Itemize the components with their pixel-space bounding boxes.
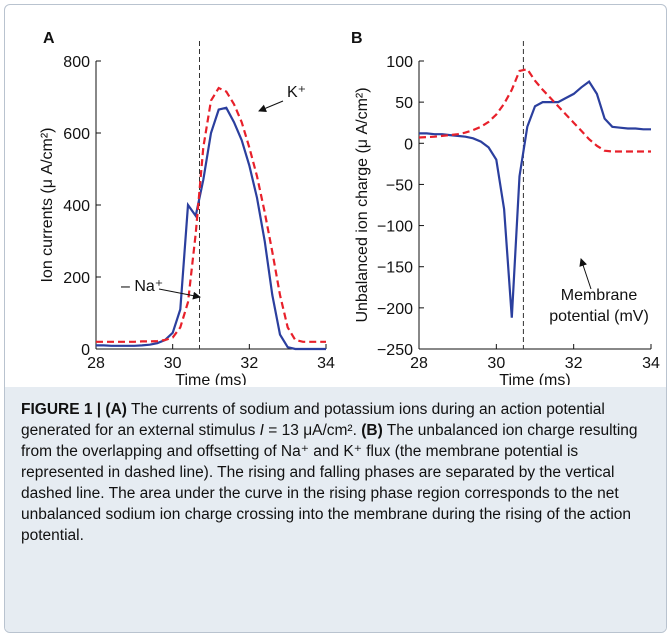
annotation: – Na⁺	[121, 278, 163, 295]
panel-label: B	[351, 30, 363, 47]
chart: A 0 200 400 600 800 28 30 32 34 Time (ms) Ion curre…	[39, 30, 660, 385]
y-tick-label: 600	[63, 126, 90, 143]
x-axis-label: Time (ms)	[175, 372, 246, 385]
x-axis-label: Time (ms)	[499, 372, 570, 385]
y-tick-label: 0	[404, 136, 413, 153]
caption: FIGURE 1 | (A) The currents of sodium an…	[5, 387, 666, 632]
series-line	[96, 86, 326, 343]
annotation: potential (mV)	[549, 308, 649, 325]
series-line	[96, 106, 326, 351]
y-axis-label: Unbalanced ion charge (μ A/cm²)	[354, 87, 371, 322]
x-tick-label: 30	[487, 355, 505, 372]
x-tick-label: 32	[240, 355, 258, 372]
annotation: K⁺	[287, 84, 306, 101]
panel-label: A	[43, 30, 55, 47]
figure: A 0 200 400 600 800 28 30 32 34 Time (ms) Ion curre…	[4, 4, 667, 633]
y-tick-label: −200	[377, 301, 413, 318]
caption-label: FIGURE 1 | (A)	[21, 401, 127, 418]
caption-text: The currents of sodium and potassium ion…	[21, 401, 605, 439]
caption-text: The unbalanced ion charge resulting from…	[21, 422, 638, 544]
x-tick-label: 28	[410, 355, 428, 372]
annotation-arrow	[579, 258, 592, 290]
series-line	[419, 80, 651, 318]
y-tick-label: 0	[81, 342, 90, 359]
x-tick-label: 28	[87, 355, 105, 372]
y-tick-label: −100	[377, 219, 413, 236]
y-tick-label: −150	[377, 260, 413, 277]
annotation-arrow	[258, 100, 284, 112]
caption-text: = 13 μA/cm².	[263, 422, 362, 439]
y-tick-label: 50	[395, 95, 413, 112]
y-tick-label: 400	[63, 198, 90, 215]
y-tick-label: 200	[63, 270, 90, 287]
caption-text: I	[259, 422, 264, 439]
series-line	[418, 67, 651, 153]
x-tick-label: 34	[642, 355, 660, 372]
y-tick-label: 100	[386, 54, 413, 71]
y-tick-label: −50	[386, 177, 413, 194]
caption-label: (B)	[361, 422, 383, 439]
annotation: Membrane	[561, 287, 638, 304]
y-tick-label: −250	[377, 342, 413, 359]
x-tick-label: 34	[317, 355, 335, 372]
y-tick-label: 800	[63, 54, 90, 71]
x-tick-label: 32	[565, 355, 583, 372]
annotation-arrow	[158, 288, 201, 300]
x-tick-label: 30	[164, 355, 182, 372]
y-axis-label: Ion currents (μ A/cm²)	[39, 127, 56, 282]
